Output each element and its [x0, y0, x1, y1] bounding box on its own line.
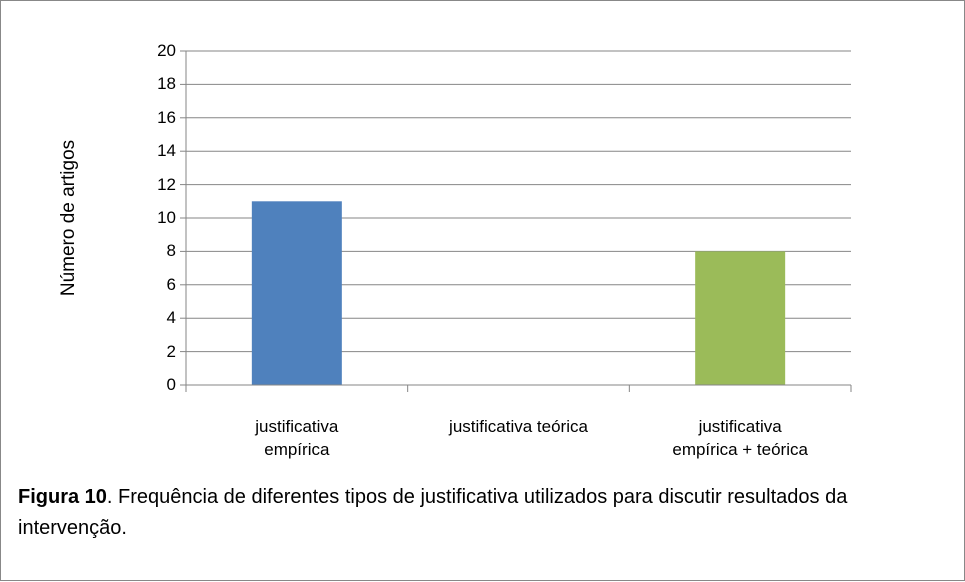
- y-tick-label: 2: [166, 341, 176, 361]
- y-tick-label: 12: [157, 174, 176, 194]
- y-tick-label: 6: [166, 274, 176, 294]
- y-tick-label: 8: [166, 241, 176, 261]
- y-tick-label: 18: [157, 74, 176, 94]
- x-tick-label: justificativa teórica: [449, 417, 588, 436]
- y-tick-label: 14: [157, 141, 176, 161]
- x-tick-label: justificativa empírica: [255, 417, 339, 459]
- y-tick-label: 16: [157, 107, 176, 127]
- y-axis-title: Número de artigos: [58, 139, 79, 297]
- y-tick-label: 10: [157, 208, 176, 227]
- y-tick-label: 4: [166, 308, 176, 328]
- bar: [251, 201, 342, 385]
- bar: [695, 251, 786, 385]
- x-tick-label: justificativa empírica + teórica: [672, 417, 808, 459]
- caption-label: Figura 10: [18, 486, 107, 508]
- caption: Figura 10. Frequência de diferentes tipo…: [18, 482, 918, 544]
- caption-text: . Frequência de diferentes tipos de just…: [18, 486, 848, 539]
- y-tick-label: 0: [166, 375, 176, 394]
- y-tick-label: 20: [157, 41, 176, 60]
